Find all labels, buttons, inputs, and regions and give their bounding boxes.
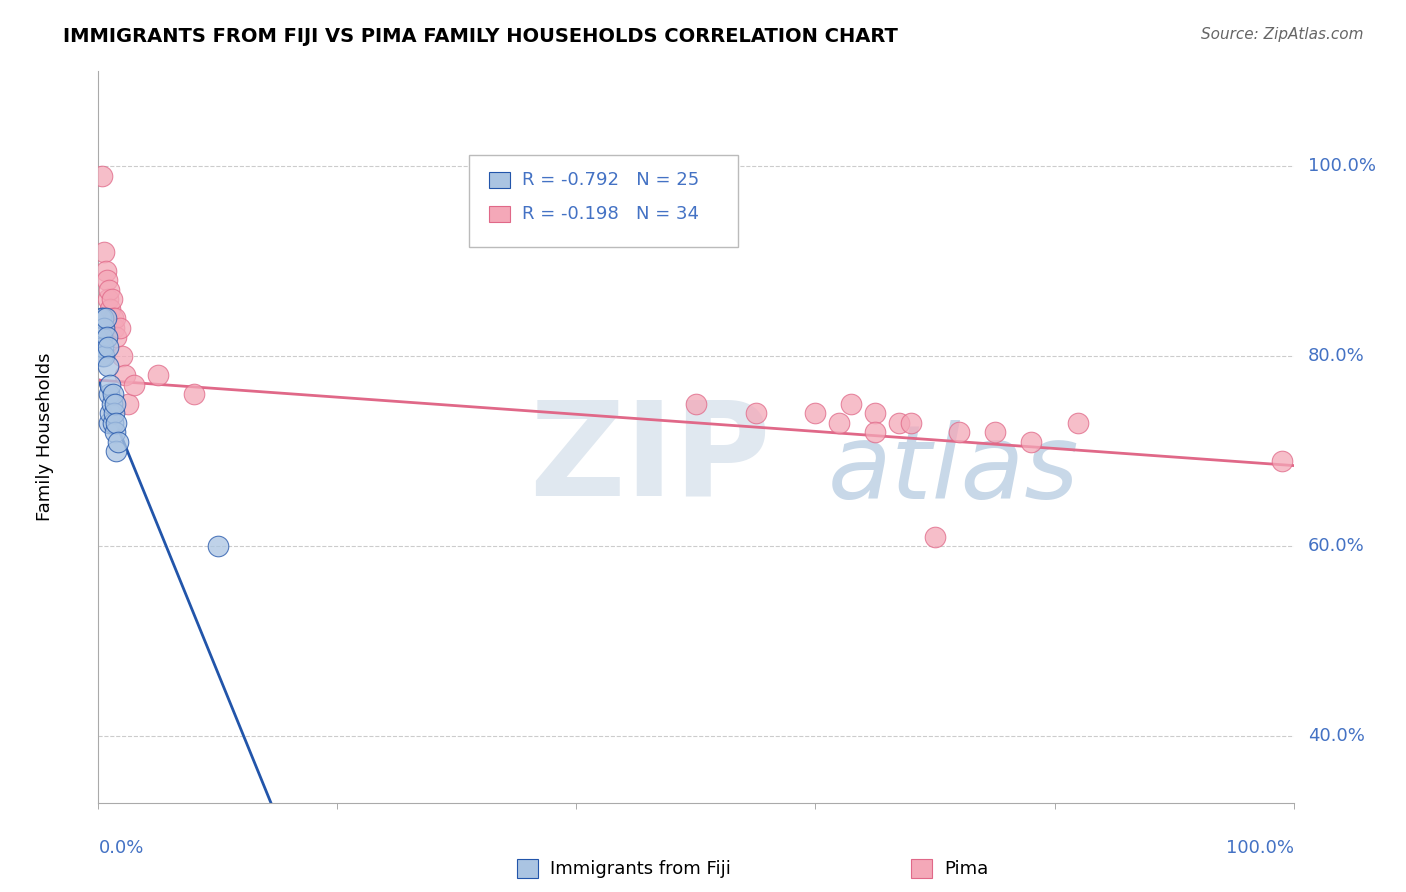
Point [1019, 434, 1042, 449]
Point [98, 406, 122, 420]
Text: IMMIGRANTS FROM FIJI VS PIMA FAMILY HOUSEHOLDS CORRELATION CHART: IMMIGRANTS FROM FIJI VS PIMA FAMILY HOUS… [63, 27, 898, 45]
Point [103, 406, 125, 420]
Point [96, 330, 118, 344]
Text: R = -0.792   N = 25: R = -0.792 N = 25 [522, 170, 699, 188]
Point [98, 377, 122, 392]
Point [865, 425, 887, 440]
Point [117, 397, 139, 411]
Point [183, 387, 205, 401]
Point [104, 425, 127, 440]
Point [98, 416, 121, 430]
FancyBboxPatch shape [489, 171, 510, 187]
Point [97, 340, 120, 354]
Point [101, 311, 124, 326]
Point [900, 416, 922, 430]
Point [948, 425, 970, 440]
Text: 100.0%: 100.0% [1308, 157, 1376, 176]
Text: R = -0.198   N = 34: R = -0.198 N = 34 [522, 205, 699, 223]
Point [98, 283, 121, 297]
Point [124, 377, 146, 392]
Point [104, 311, 127, 326]
Point [828, 416, 851, 430]
FancyBboxPatch shape [517, 859, 537, 878]
Point [889, 416, 911, 430]
Point [93, 321, 115, 335]
FancyBboxPatch shape [489, 206, 510, 222]
Point [101, 387, 124, 401]
Point [685, 397, 707, 411]
Point [97, 359, 120, 373]
Point [91, 340, 114, 354]
Point [101, 416, 124, 430]
Text: Immigrants from Fiji: Immigrants from Fiji [550, 860, 731, 878]
Point [104, 397, 127, 411]
Point [111, 349, 134, 363]
Point [841, 397, 863, 411]
Text: 60.0%: 60.0% [1308, 537, 1365, 556]
Point [103, 321, 125, 335]
Point [91, 169, 114, 183]
Point [97, 293, 120, 307]
Point [94, 311, 117, 326]
Point [98, 301, 122, 316]
Text: 40.0%: 40.0% [1308, 727, 1365, 746]
Point [207, 539, 229, 553]
Point [105, 330, 128, 344]
Point [107, 434, 129, 449]
Point [1271, 454, 1294, 468]
Point [865, 406, 887, 420]
Point [745, 406, 768, 420]
Point [105, 416, 128, 430]
Text: ZIP: ZIP [529, 395, 770, 523]
Text: Source: ZipAtlas.com: Source: ZipAtlas.com [1201, 27, 1364, 42]
FancyBboxPatch shape [911, 859, 932, 878]
Point [924, 530, 946, 544]
Point [148, 368, 170, 383]
Text: 80.0%: 80.0% [1308, 347, 1365, 366]
Point [804, 406, 827, 420]
FancyBboxPatch shape [470, 155, 738, 247]
Point [93, 244, 115, 259]
Text: 0.0%: 0.0% [98, 839, 143, 857]
Point [98, 387, 121, 401]
Point [100, 397, 122, 411]
Text: Pima: Pima [943, 860, 988, 878]
Point [96, 273, 118, 287]
Point [114, 368, 136, 383]
Text: Family Households: Family Households [35, 353, 53, 521]
Point [91, 311, 114, 326]
Point [91, 330, 114, 344]
Point [1067, 416, 1090, 430]
Text: 100.0%: 100.0% [1226, 839, 1294, 857]
Point [108, 321, 131, 335]
Point [94, 264, 117, 278]
Point [100, 293, 122, 307]
Point [91, 349, 114, 363]
Text: atlas: atlas [827, 420, 1078, 520]
Point [105, 444, 128, 458]
Point [984, 425, 1007, 440]
Point [90, 311, 112, 326]
Point [93, 349, 115, 363]
